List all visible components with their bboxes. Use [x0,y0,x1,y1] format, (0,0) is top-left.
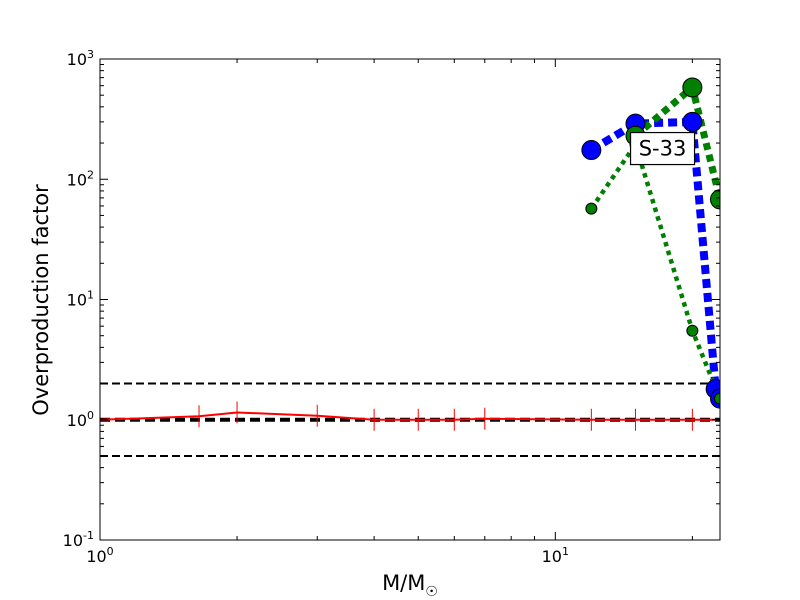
series-0-line [100,411,716,421]
annotations: S-33 [629,131,696,166]
series-3-point-2 [686,324,699,337]
x-axis-label: M/M☉ [382,571,438,600]
series-markers [198,77,720,431]
y-tick-label-2: 101 [67,289,94,310]
y-tick-label-3: 102 [67,168,94,189]
series-3-point-3 [714,392,720,405]
series-1-point-0 [581,140,602,161]
series-2-point-2 [710,189,720,210]
annotation-box-0 [629,131,696,166]
annotation-label-0: S-33 [639,137,687,161]
y-tick-label-0: 10-1 [63,529,94,550]
series-1-point-2 [682,111,703,132]
x-tick-label-1: 101 [542,545,569,566]
y-tick-label-4: 103 [67,48,94,69]
y-axis-label: Overproduction factor [29,184,53,416]
series-2-point-1 [682,77,703,98]
y-tick-label-1: 100 [67,409,94,430]
plot-area [100,59,720,540]
series-3-point-0 [585,202,598,215]
axis-ticks [99,58,720,541]
x-tick-label-0: 100 [86,545,113,566]
series-3-line [589,142,720,400]
